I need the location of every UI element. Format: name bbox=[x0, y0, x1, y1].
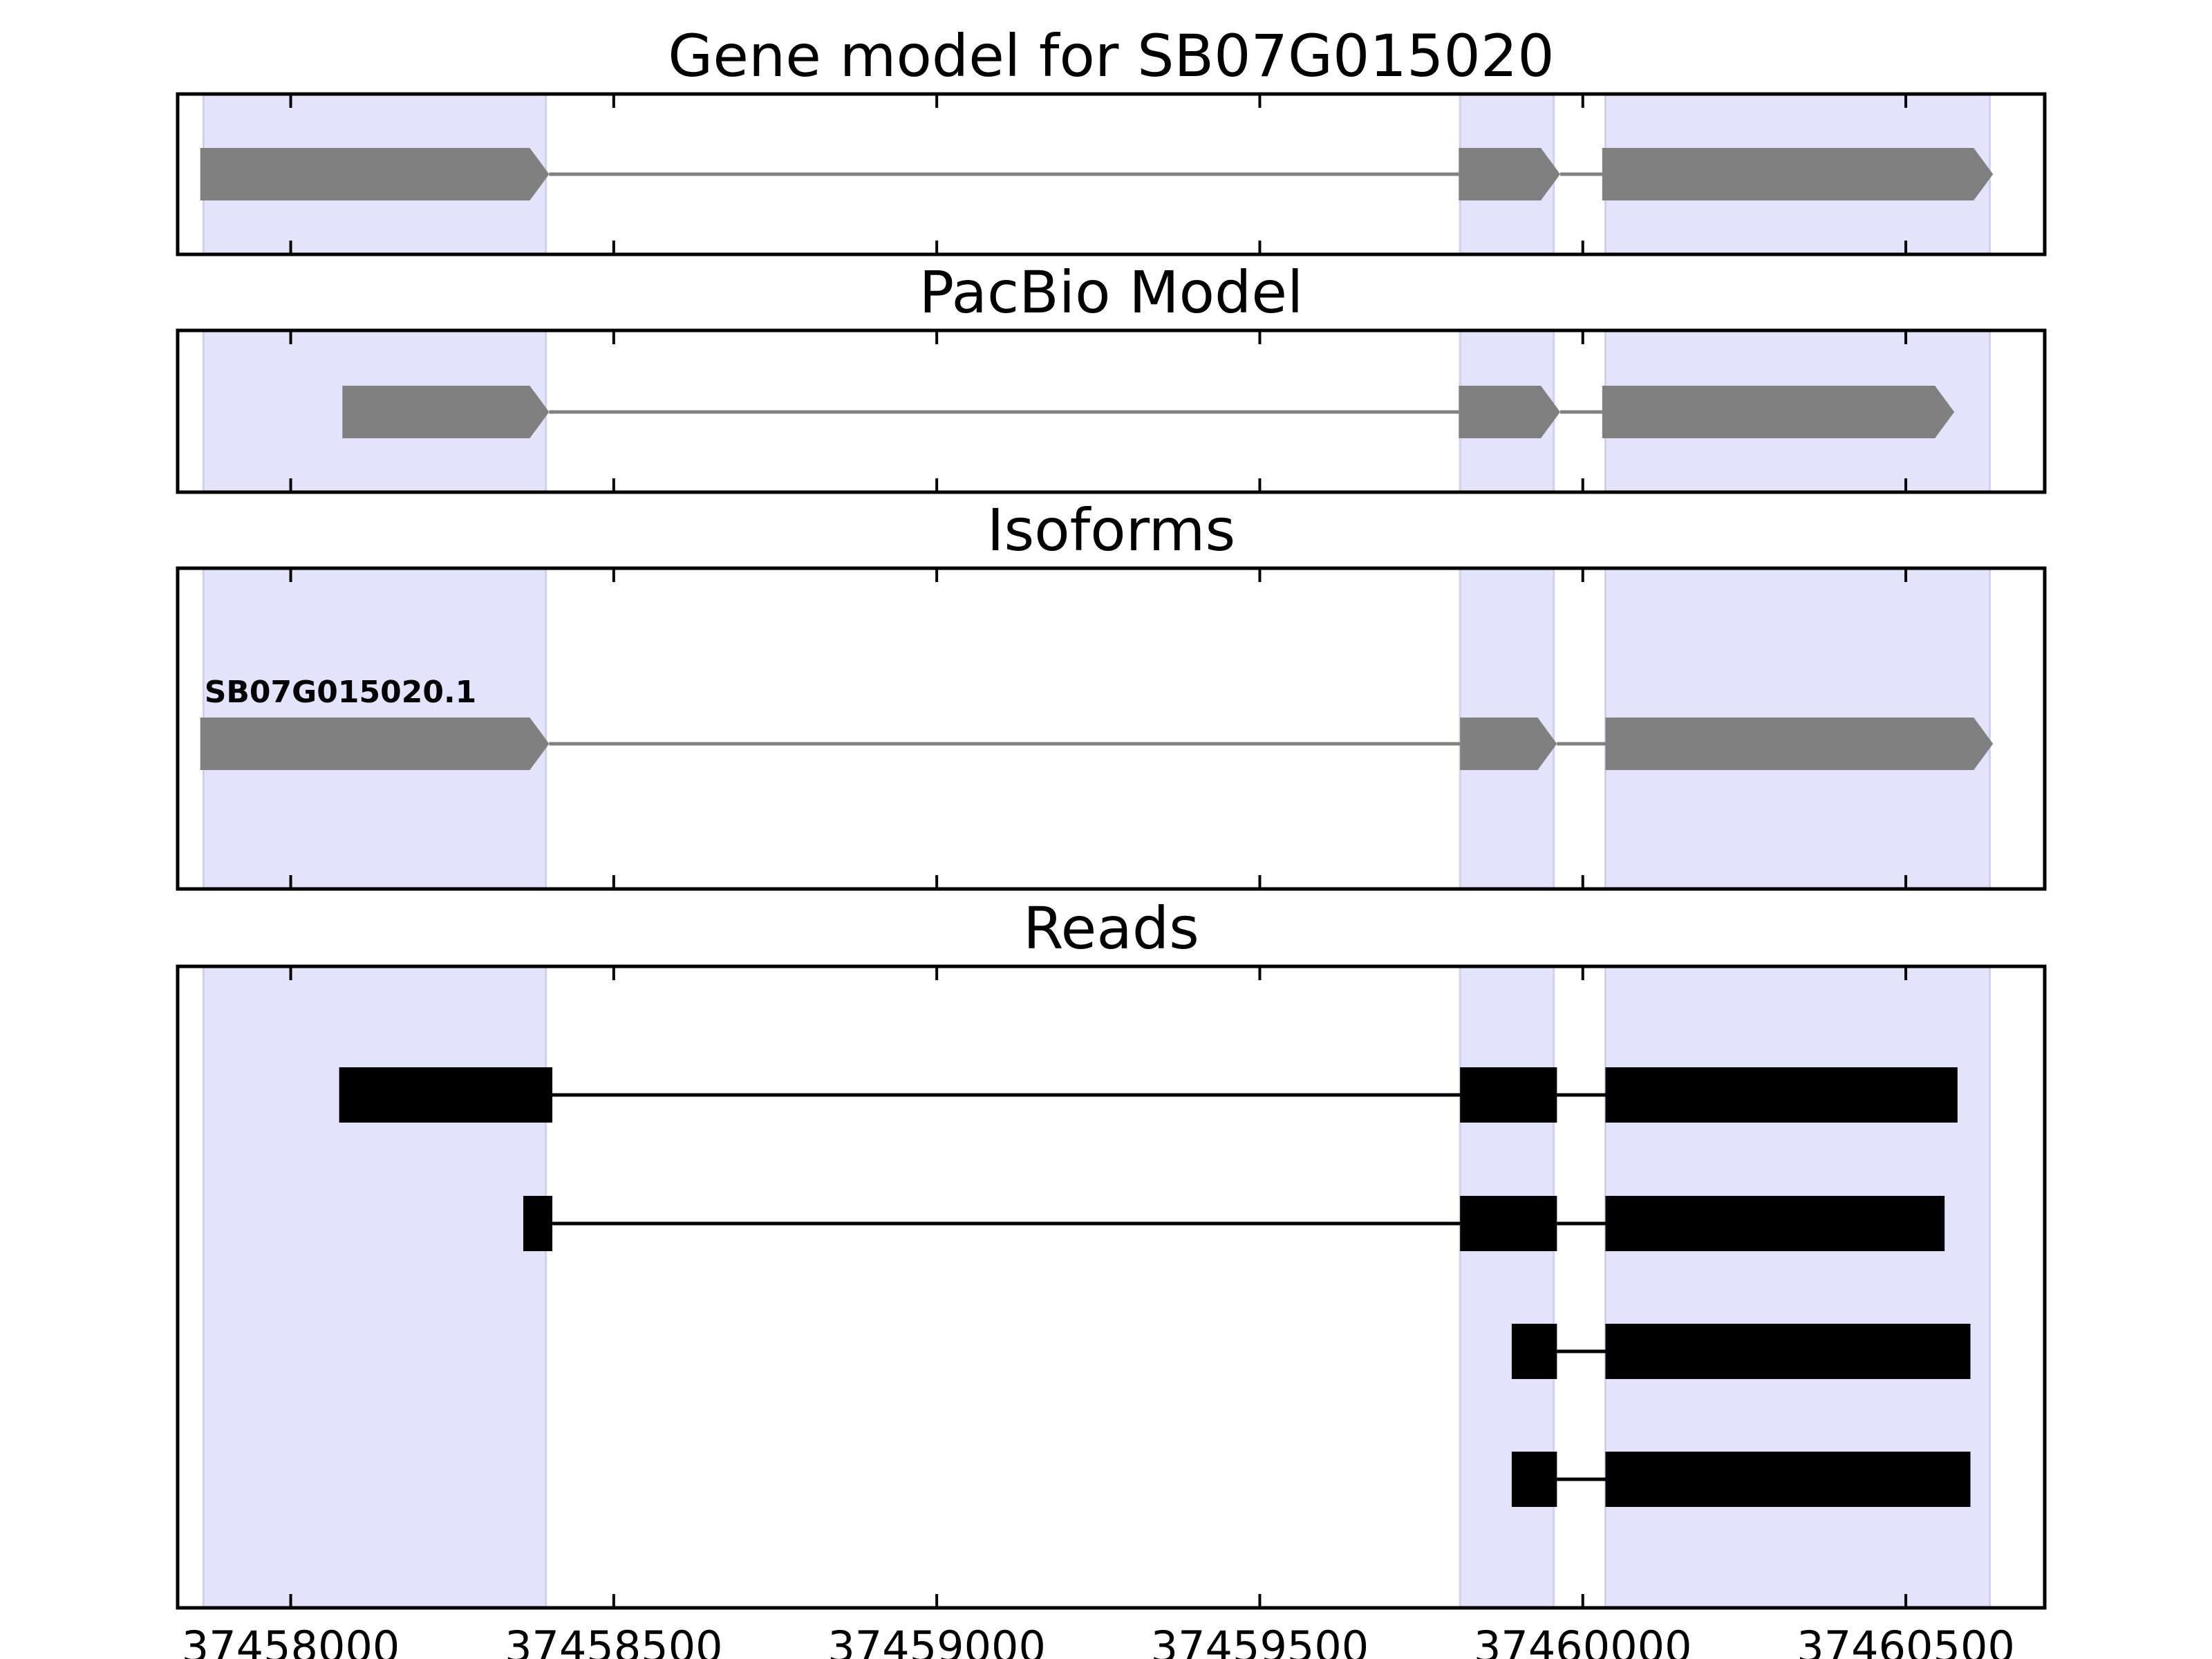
x-tick-label: 37458000 bbox=[182, 1622, 400, 1659]
exon-arrow bbox=[200, 718, 550, 770]
exon-block bbox=[1511, 1324, 1557, 1379]
exon-region-band bbox=[1604, 965, 1991, 1609]
x-tick-label: 37458500 bbox=[505, 1622, 723, 1659]
axes-frame bbox=[176, 964, 2047, 1610]
exon-block bbox=[1460, 1067, 1557, 1123]
x-tick-label: 37460000 bbox=[1474, 1622, 1692, 1659]
exon-block bbox=[339, 1067, 553, 1123]
exon-block bbox=[1605, 1067, 1958, 1123]
exon-arrow bbox=[1602, 148, 1994, 200]
exon-block bbox=[523, 1196, 553, 1251]
panel-3: Reads bbox=[176, 894, 2047, 1610]
exon-block bbox=[1605, 1196, 1945, 1251]
panel-0: Gene model for SB07G015020 bbox=[176, 22, 2047, 256]
panel-title: Isoforms bbox=[987, 496, 1236, 564]
x-tick-label: 37459000 bbox=[827, 1622, 1046, 1659]
read-track bbox=[1511, 1452, 1971, 1507]
exon-arrow bbox=[1460, 718, 1557, 770]
model-track: SB07G015020.1 bbox=[200, 675, 1994, 770]
panel-title: Reads bbox=[1023, 894, 1199, 962]
exon-arrow bbox=[1459, 386, 1561, 438]
exon-arrow bbox=[200, 148, 550, 200]
panel-title: PacBio Model bbox=[919, 259, 1304, 326]
axes-frame bbox=[176, 92, 2047, 256]
exon-block bbox=[1460, 1196, 1557, 1251]
panel-2: Isoforms SB07G015020.1 bbox=[176, 496, 2047, 891]
exon-block bbox=[1605, 1324, 1971, 1379]
model-track bbox=[200, 148, 1994, 200]
panel-1: PacBio Model bbox=[176, 259, 2047, 494]
isoform-label: SB07G015020.1 bbox=[205, 675, 477, 710]
read-track bbox=[339, 1067, 1958, 1123]
exon-block bbox=[1511, 1452, 1557, 1507]
exon-region-band bbox=[202, 965, 547, 1609]
axes-frame bbox=[176, 566, 2047, 891]
exon-region-band bbox=[1459, 965, 1555, 1609]
exon-block bbox=[1605, 1452, 1971, 1507]
read-track bbox=[1511, 1324, 1971, 1379]
x-tick-label: 37460500 bbox=[1797, 1622, 2015, 1659]
axes-frame bbox=[176, 328, 2047, 494]
exon-arrow bbox=[1605, 718, 1994, 770]
read-track bbox=[523, 1196, 1945, 1251]
exon-arrow bbox=[1602, 386, 1955, 438]
exon-arrow bbox=[342, 386, 550, 438]
panel-title: Gene model for SB07G015020 bbox=[668, 22, 1554, 90]
exon-arrow bbox=[1459, 148, 1561, 200]
model-track bbox=[342, 386, 1955, 438]
x-tick-label: 37459500 bbox=[1151, 1622, 1369, 1659]
